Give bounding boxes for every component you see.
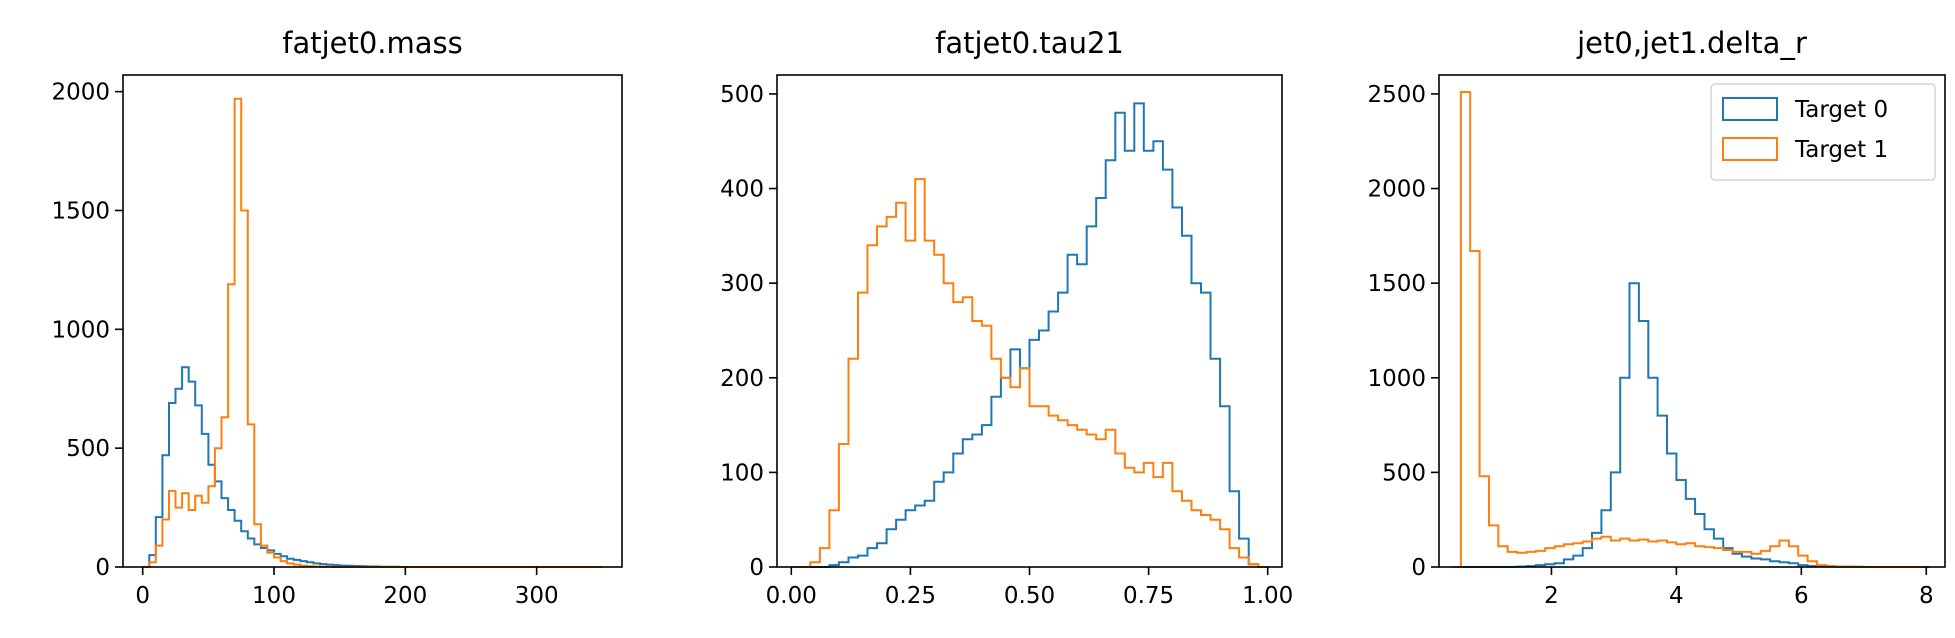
histogram-series-2	[791, 178, 1268, 568]
y-tick-label: 1500	[51, 198, 110, 224]
y-tick-label: 0	[1411, 555, 1426, 581]
legend: Target 0 Target 1	[1710, 83, 1936, 181]
x-tick-label: 100	[252, 583, 296, 609]
x-tick-label: 1.00	[1242, 583, 1293, 609]
y-tick-label: 500	[66, 436, 110, 462]
x-tick-label: 8	[1919, 583, 1934, 609]
legend-swatch-2	[1722, 137, 1778, 161]
y-tick-label: 0	[749, 555, 764, 581]
y-tick-label: 100	[720, 460, 764, 486]
y-tick-label: 200	[720, 366, 764, 392]
histogram-series-1	[791, 102, 1268, 568]
x-tick-label: 200	[383, 583, 427, 609]
chart-title: fatjet0.tau21	[935, 26, 1124, 60]
chart-title: jet0,jet1.delta_r	[1576, 26, 1807, 60]
y-tick-label: 1000	[1367, 366, 1426, 392]
x-tick-label: 6	[1794, 583, 1809, 609]
x-tick-label: 4	[1669, 583, 1684, 609]
legend-label: Target 1	[1794, 137, 1888, 163]
legend-box	[1710, 83, 1936, 181]
x-tick-label: 2	[1544, 583, 1559, 609]
x-tick-label: 0.00	[766, 583, 817, 609]
y-tick-label: 2000	[1367, 177, 1426, 203]
x-tick-label: 0.25	[885, 583, 936, 609]
legend-swatch-1	[1722, 97, 1778, 121]
axes-frame	[776, 74, 1283, 568]
histogram-series-target-1	[1451, 91, 1930, 568]
y-tick-label: 0	[95, 555, 110, 581]
y-tick-label: 300	[720, 271, 764, 297]
legend-label: Target 0	[1794, 97, 1888, 123]
chart-panel-1: fatjet0.mass 0 100 200 300 0 500 1000 1500 2000	[51, 26, 623, 609]
y-tick-label: 500	[720, 82, 764, 108]
axes-frame	[122, 74, 623, 568]
chart-panel-2: fatjet0.tau21 0.00 0.25 0.50 0.75 1.00 0 100 200…	[720, 26, 1293, 609]
x-tick-label: 0.50	[1004, 583, 1055, 609]
y-tick-label: 400	[720, 177, 764, 203]
x-tick-label: 300	[515, 583, 559, 609]
chart-title: fatjet0.mass	[282, 26, 463, 60]
histogram-series-1	[142, 366, 603, 568]
x-tick-label: 0	[135, 583, 150, 609]
y-tick-label: 500	[1382, 460, 1426, 486]
chart-panel-3: jet0,jet1.delta_r 2 4 6 8 0 500 1000 1500 2000 250…	[1367, 26, 1946, 609]
y-tick-label: 1500	[1367, 271, 1426, 297]
histogram-series-target-0	[1451, 282, 1930, 568]
y-tick-label: 1000	[51, 317, 110, 343]
y-tick-label: 2000	[51, 80, 110, 106]
histogram-series-2	[142, 97, 603, 568]
y-tick-label: 2500	[1367, 82, 1426, 108]
axes-frame	[1438, 74, 1946, 568]
x-tick-label: 0.75	[1123, 583, 1174, 609]
